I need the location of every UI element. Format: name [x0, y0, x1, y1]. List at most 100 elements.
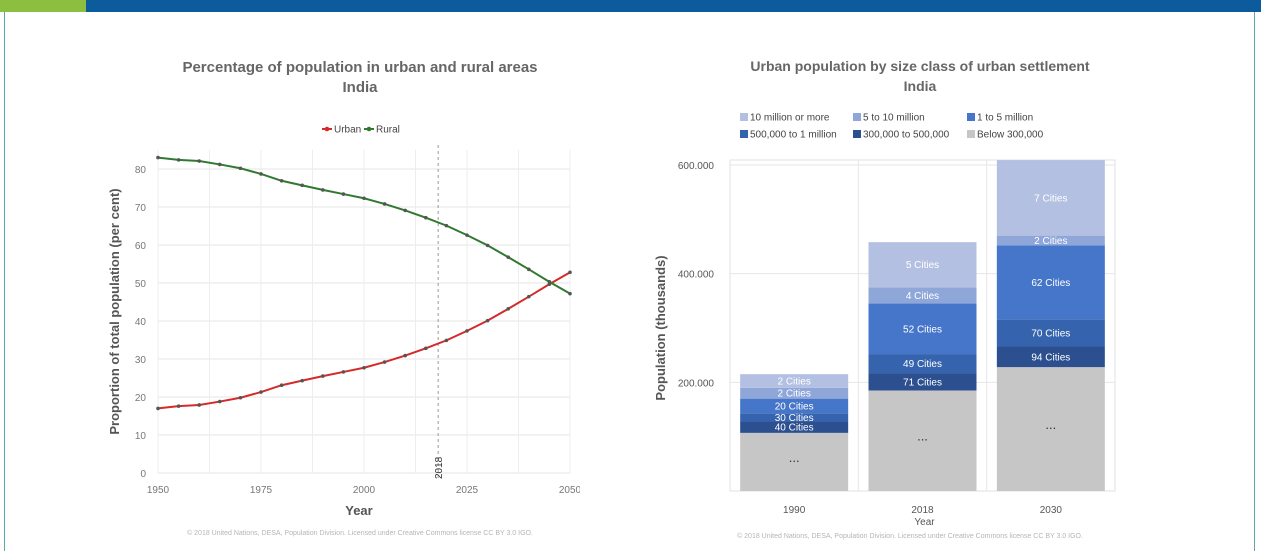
bar-segment-label: 62 Cities: [1031, 278, 1070, 289]
data-point-urban: [321, 374, 325, 378]
legend-swatch: [740, 130, 748, 138]
data-point-rural: [238, 166, 243, 171]
legend-swatch: [967, 130, 975, 138]
data-point-urban: [279, 383, 284, 388]
data-point-urban: [362, 365, 366, 370]
x-tick-label: 1990: [783, 505, 806, 516]
x-tick-label: 2018: [911, 505, 934, 516]
data-point-rural: [485, 243, 490, 248]
bar-segment: [868, 373, 977, 391]
x-tick-label: 1975: [250, 485, 273, 496]
y-tick-label: 80: [135, 165, 147, 176]
content-frame: [4, 12, 1255, 551]
bar-segment: [868, 390, 977, 491]
data-point-urban: [238, 395, 243, 400]
legend-label: 1 to 5 million: [977, 113, 1033, 124]
right-chart-subtitle: India: [903, 78, 937, 94]
y-axis-title: Population (thousands): [653, 255, 668, 400]
bar-segment: [868, 242, 977, 288]
data-point-rural: [403, 208, 408, 213]
x-tick-label: 2050: [559, 485, 580, 496]
legend-label-urban: Urban: [334, 125, 361, 136]
y-tick-label: 0: [140, 469, 146, 480]
bar-segment-label: ...: [917, 429, 928, 444]
y-axis-title: Proportion of total population (per cent…: [107, 188, 122, 434]
x-tick-label: 1950: [147, 485, 170, 496]
data-point-urban: [506, 307, 511, 311]
left-chart-title-text: Percentage of population in urban and ru…: [182, 59, 538, 76]
reference-line-label: 2018: [434, 456, 445, 479]
x-axis-title: Year: [345, 503, 372, 518]
top-banner-accent: [0, 0, 86, 12]
right-chart-title-text: Urban population by size class of urban …: [750, 58, 1090, 74]
bar-segment-label: 49 Cities: [903, 359, 942, 370]
y-tick-label: 20: [135, 393, 147, 404]
right-chart-title: Urban population by size class of urban …: [660, 56, 1180, 96]
data-point-urban: [424, 346, 428, 351]
right-credit: © 2018 United Nations, DESA, Population …: [737, 533, 1083, 540]
bar-segment-label: 5 Cities: [906, 260, 939, 271]
x-tick-label: 2030: [1040, 505, 1063, 516]
legend-label: Below 300,000: [977, 130, 1044, 141]
bar-segment-label: 7 Cities: [1034, 193, 1067, 204]
data-point-urban: [218, 399, 222, 404]
legend-label: 10 million or more: [750, 113, 830, 124]
bar-segment: [740, 432, 849, 491]
bar-segment-label: 30 Cities: [775, 413, 814, 424]
data-point-urban: [176, 404, 181, 408]
data-point-urban: [465, 329, 469, 333]
data-point-rural: [568, 291, 572, 296]
data-point-rural: [341, 192, 346, 196]
bar-segment-label: 20 Cities: [775, 401, 814, 412]
legend-label: 5 to 10 million: [863, 113, 925, 124]
bar-segment-label: 2 Cities: [777, 376, 810, 387]
bar-segment-label: 40 Cities: [775, 423, 814, 434]
left-chart-title: Percentage of population in urban and ru…: [120, 58, 600, 98]
line-chart: 0 10 20 30 40 50 60 70 80 1950 1975 2000 2025 2050 201…: [107, 125, 580, 519]
legend-label: 500,000 to 1 million: [750, 130, 837, 141]
data-point-rural: [444, 223, 449, 228]
bar-segment-label: ...: [789, 450, 800, 465]
x-axis-title: Year: [914, 517, 935, 528]
bar-segment: [996, 245, 1105, 320]
bar-segment: [740, 421, 849, 433]
left-credit: © 2018 United Nations, DESA, Population …: [187, 530, 533, 537]
bar-segment-label: 2 Cities: [777, 389, 810, 400]
left-chart-subtitle: India: [342, 79, 378, 96]
y-tick-label: 600.000: [678, 161, 715, 172]
bar-segment: [868, 303, 977, 355]
legend-label-rural: Rural: [376, 125, 400, 136]
y-tick-label: 400.000: [678, 270, 715, 281]
legend-swatch: [740, 113, 748, 121]
x-tick-label: 2000: [353, 485, 376, 496]
data-point-rural: [197, 159, 201, 163]
bar-segment-label: 70 Cities: [1031, 328, 1070, 339]
data-point-rural: [321, 188, 325, 192]
bar-segment: [996, 235, 1105, 246]
data-point-rural: [527, 267, 531, 272]
y-tick-label: 40: [135, 317, 147, 328]
legend-swatch: [853, 113, 861, 121]
data-point-rural: [506, 255, 511, 259]
bar-segment-label: 4 Cities: [906, 291, 939, 302]
bar-segment: [996, 346, 1105, 368]
y-tick-label: 60: [135, 241, 147, 252]
bar-segment-label: 94 Cities: [1031, 352, 1070, 363]
y-tick-label: 10: [135, 431, 147, 442]
legend-swatch: [967, 113, 975, 121]
legend-marker-urban: [324, 126, 330, 132]
bar-segment-label: 2 Cities: [1034, 236, 1067, 247]
data-point-urban: [197, 403, 201, 407]
data-point-rural: [382, 202, 387, 206]
data-point-rural: [156, 155, 160, 160]
data-point-urban: [300, 378, 304, 383]
bar-segment-label: 71 Cities: [903, 377, 942, 388]
x-tick-label: 2025: [456, 485, 479, 496]
data-point-rural: [259, 172, 263, 176]
y-tick-label: 70: [135, 203, 147, 214]
bar-segment-label: ...: [1045, 417, 1056, 432]
data-point-rural: [176, 158, 181, 162]
legend-swatch: [853, 130, 861, 138]
data-point-rural: [362, 196, 366, 201]
